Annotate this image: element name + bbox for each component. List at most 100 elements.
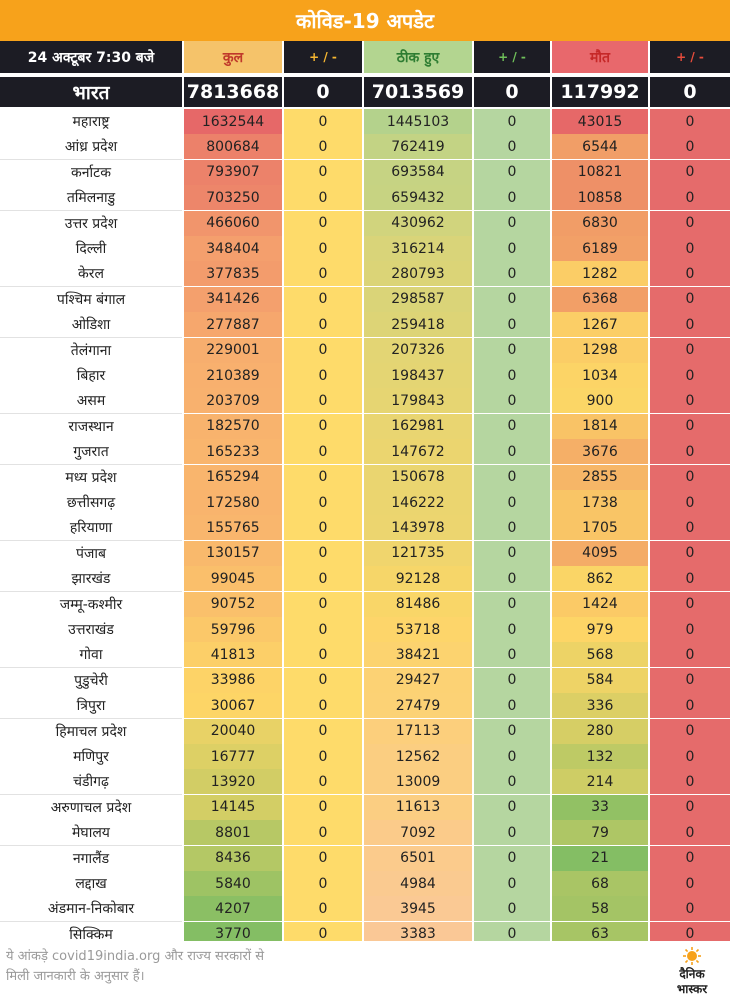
table-row: उत्तराखंड 59796 0 53718 0 979 0: [0, 617, 730, 643]
recovered-change: 0: [474, 617, 550, 642]
total-change: 0: [284, 185, 362, 211]
death-cases: 10858: [552, 185, 648, 211]
death-cases: 1814: [552, 413, 648, 439]
total-change: 0: [284, 845, 362, 871]
total-cases: 90752: [184, 591, 282, 617]
table-row: कर्नाटक 793907 0 693584 0 10821 0: [0, 159, 730, 186]
recovered-cases: 81486: [364, 591, 472, 617]
deaths-change: 0: [650, 667, 730, 693]
total-change: 0: [284, 261, 362, 287]
total-cases: 229001: [184, 337, 282, 363]
recovered-change: 0: [474, 363, 550, 388]
recovered-cases: 13009: [364, 769, 472, 795]
death-cases: 900: [552, 388, 648, 414]
title-bar: कोविड-19 अपडेट: [0, 0, 730, 41]
deaths-change: 0: [650, 718, 730, 744]
recovered-cases: 693584: [364, 159, 472, 185]
table-row: पुडुचेरी 33986 0 29427 0 584 0: [0, 667, 730, 694]
total-cases: 703250: [184, 185, 282, 211]
recovered-cases: 7092: [364, 820, 472, 846]
deaths-change: 0: [650, 464, 730, 490]
deaths-change: 0: [650, 566, 730, 592]
total-change: 0: [284, 109, 362, 134]
recovered-change: 0: [474, 744, 550, 769]
recovered-change: 0: [474, 794, 550, 820]
total-change: 0: [284, 718, 362, 744]
total-change: 0: [284, 286, 362, 312]
total-cases: 165233: [184, 439, 282, 465]
death-cases: 1705: [552, 515, 648, 541]
death-cases: 280: [552, 718, 648, 744]
source-note: ये आंकड़े covid19india.org और राज्य सरका…: [6, 947, 386, 987]
table-row: हिमाचल प्रदेश 20040 0 17113 0 280 0: [0, 718, 730, 745]
state-name: अंडमान-निकोबार: [0, 896, 182, 922]
footer: ये आंकड़े covid19india.org और राज्य सरका…: [0, 941, 730, 1004]
death-cases: 979: [552, 617, 648, 642]
total-change: 0: [284, 540, 362, 566]
national-recovered-change: 0: [474, 77, 550, 107]
recovered-change: 0: [474, 439, 550, 465]
total-change: 0: [284, 159, 362, 185]
death-cases: 1034: [552, 363, 648, 388]
total-change: 0: [284, 871, 362, 896]
state-name: उत्तराखंड: [0, 617, 182, 642]
recovered-cases: 11613: [364, 794, 472, 820]
death-cases: 1738: [552, 490, 648, 515]
total-cases: 33986: [184, 667, 282, 693]
national-deaths: 117992: [552, 77, 648, 107]
recovered-cases: 147672: [364, 439, 472, 465]
death-cases: 336: [552, 693, 648, 719]
table-header: 24 अक्टूबर 7:30 बजे कुल + / - ठीक हुए + …: [0, 41, 730, 75]
table-row: छत्तीसगढ़ 172580 0 146222 0 1738 0: [0, 490, 730, 516]
page-title: कोविड-19 अपडेट: [295, 9, 435, 33]
death-cases: 568: [552, 642, 648, 668]
table-row: पंजाब 130157 0 121735 0 4095 0: [0, 540, 730, 567]
deaths-change: 0: [650, 337, 730, 363]
state-name: ओडिशा: [0, 312, 182, 338]
deaths-change: 0: [650, 159, 730, 185]
sun-icon: [683, 947, 701, 965]
state-name: असम: [0, 388, 182, 414]
total-cases: 800684: [184, 134, 282, 160]
total-cases: 341426: [184, 286, 282, 312]
state-name: मेघालय: [0, 820, 182, 846]
recovered-change: 0: [474, 591, 550, 617]
total-change: 0: [284, 464, 362, 490]
total-change: 0: [284, 388, 362, 414]
logo-line2: भास्कर: [676, 982, 708, 996]
total-change: 0: [284, 134, 362, 160]
header-total-change: + / -: [284, 41, 362, 73]
recovered-change: 0: [474, 286, 550, 312]
recovered-cases: 6501: [364, 845, 472, 871]
deaths-change: 0: [650, 617, 730, 642]
death-cases: 4095: [552, 540, 648, 566]
recovered-change: 0: [474, 820, 550, 846]
total-cases: 277887: [184, 312, 282, 338]
total-change: 0: [284, 617, 362, 642]
deaths-change: 0: [650, 769, 730, 795]
deaths-change: 0: [650, 261, 730, 287]
deaths-change: 0: [650, 515, 730, 541]
recovered-change: 0: [474, 896, 550, 922]
total-change: 0: [284, 439, 362, 465]
total-cases: 130157: [184, 540, 282, 566]
total-change: 0: [284, 515, 362, 541]
total-cases: 8436: [184, 845, 282, 871]
deaths-change: 0: [650, 845, 730, 871]
table-row: केरल 377835 0 280793 0 1282 0: [0, 261, 730, 288]
table-row: गोवा 41813 0 38421 0 568 0: [0, 642, 730, 669]
state-name: हरियाणा: [0, 515, 182, 541]
national-total: 7813668: [184, 77, 282, 107]
table-row: चंडीगढ़ 13920 0 13009 0 214 0: [0, 769, 730, 796]
total-cases: 466060: [184, 210, 282, 236]
death-cases: 6189: [552, 236, 648, 261]
total-cases: 377835: [184, 261, 282, 287]
death-cases: 214: [552, 769, 648, 795]
table-row: उत्तर प्रदेश 466060 0 430962 0 6830 0: [0, 210, 730, 237]
total-cases: 793907: [184, 159, 282, 185]
header-recovered: ठीक हुए: [364, 41, 472, 73]
state-name: तमिलनाडु: [0, 185, 182, 211]
source-note-line2: मिली जानकारी के अनुसार हैं।: [6, 969, 145, 984]
total-change: 0: [284, 363, 362, 388]
table-row: बिहार 210389 0 198437 0 1034 0: [0, 363, 730, 389]
